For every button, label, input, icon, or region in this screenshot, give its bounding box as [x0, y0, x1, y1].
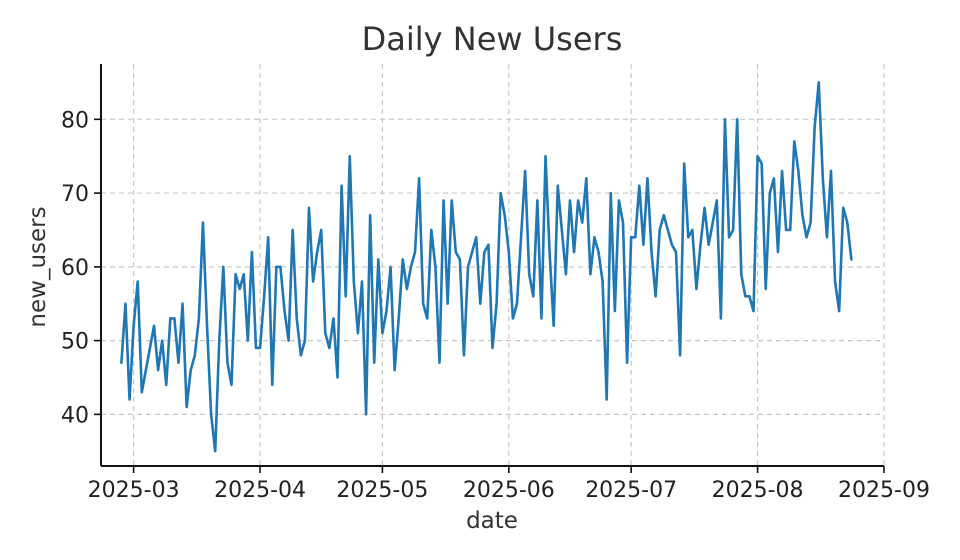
x-axis-label: date: [466, 508, 518, 534]
x-tick-label: 2025-04: [214, 478, 306, 503]
y-tick-label: 80: [61, 108, 89, 133]
x-tick-label: 2025-03: [88, 478, 180, 503]
chart-title: Daily New Users: [362, 20, 623, 58]
x-tick-label: 2025-06: [463, 478, 555, 503]
y-tick-label: 40: [61, 403, 89, 428]
label-layer: Daily New Users date new_users: [25, 20, 622, 534]
series-layer: [120, 81, 853, 453]
x-tick-label: 2025-05: [336, 478, 428, 503]
x-tick-label: 2025-08: [712, 478, 804, 503]
y-tick-label: 60: [61, 256, 89, 281]
x-tick-label: 2025-09: [838, 478, 930, 503]
y-tick-label: 50: [61, 330, 89, 355]
x-tick-label: 2025-07: [585, 478, 677, 503]
y-tick-label: 70: [61, 182, 89, 207]
y-axis-label: new_users: [25, 206, 51, 327]
series-line: [120, 81, 853, 453]
axes-layer: 2025-03 2025-04 2025-05 2025-06 2025-07 2025-…: [61, 64, 930, 503]
